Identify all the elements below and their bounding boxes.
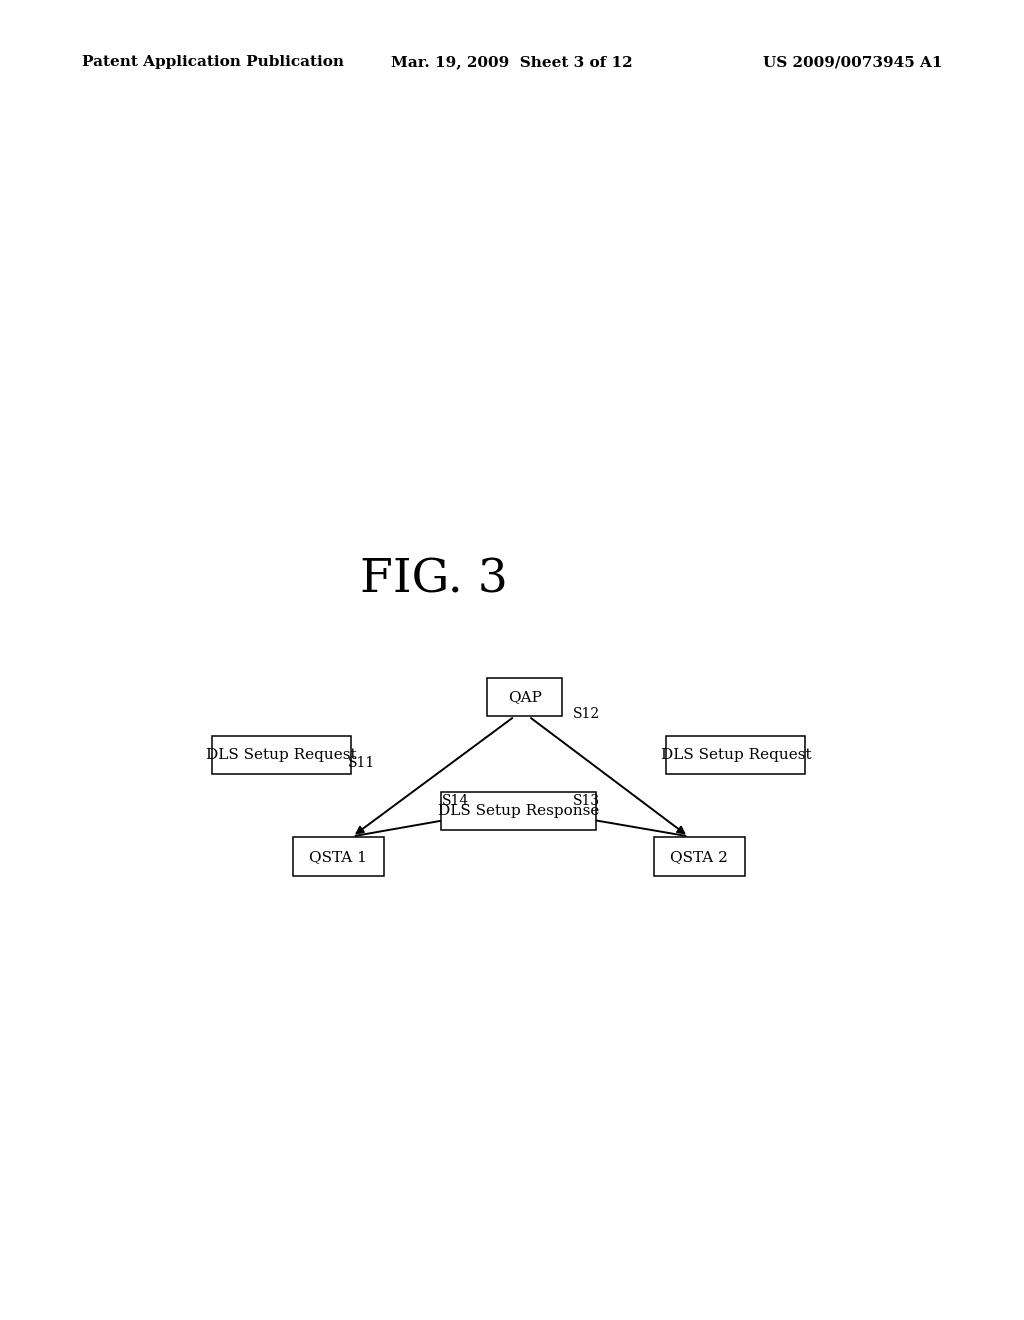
- Text: US 2009/0073945 A1: US 2009/0073945 A1: [763, 55, 942, 70]
- Text: FIG. 3: FIG. 3: [359, 557, 508, 603]
- FancyBboxPatch shape: [212, 735, 350, 775]
- FancyBboxPatch shape: [487, 677, 562, 717]
- Text: S14: S14: [442, 793, 469, 808]
- Text: S12: S12: [572, 708, 599, 721]
- Text: QSTA 1: QSTA 1: [309, 850, 368, 863]
- Text: Mar. 19, 2009  Sheet 3 of 12: Mar. 19, 2009 Sheet 3 of 12: [391, 55, 633, 70]
- FancyBboxPatch shape: [441, 792, 596, 830]
- Text: QAP: QAP: [508, 690, 542, 704]
- Text: DLS Setup Response: DLS Setup Response: [438, 804, 599, 818]
- FancyBboxPatch shape: [653, 837, 745, 876]
- FancyBboxPatch shape: [293, 837, 384, 876]
- FancyBboxPatch shape: [667, 735, 805, 775]
- Text: S11: S11: [348, 756, 376, 770]
- Text: DLS Setup Request: DLS Setup Request: [660, 748, 811, 762]
- Text: Patent Application Publication: Patent Application Publication: [82, 55, 344, 70]
- Text: DLS Setup Request: DLS Setup Request: [206, 748, 356, 762]
- Text: S13: S13: [572, 793, 599, 808]
- Text: QSTA 2: QSTA 2: [671, 850, 728, 863]
